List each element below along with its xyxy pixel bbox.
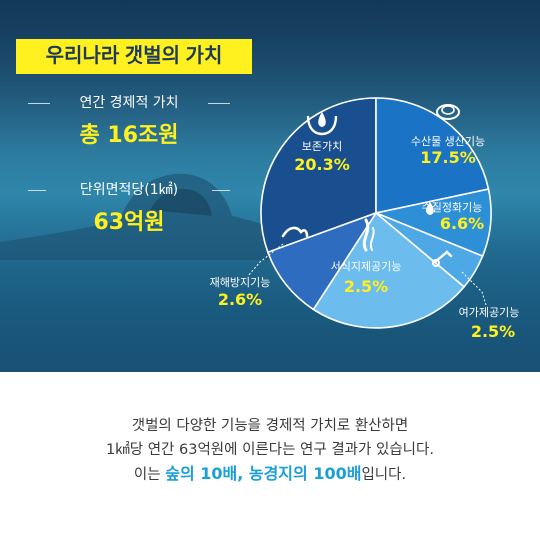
pie-slice (260, 97, 377, 254)
divider (212, 190, 230, 191)
page-title: 우리나라 갯벌의 가치 (45, 45, 223, 67)
leader-line (247, 243, 284, 277)
pie-slice (312, 211, 466, 329)
pie-slice (266, 211, 378, 311)
caption: 갯벌의 다양한 기능을 경제적 가치로 환산하면 1㎢당 연간 63억원에 이른… (0, 414, 540, 486)
seaweed-icon (362, 218, 375, 252)
pie-slice (375, 97, 490, 214)
leader-line (461, 271, 487, 306)
tidal-flat-background: 우리나라 갯벌의 가치 연간 경제적 가치 총 16조원 단위면적당(1㎢) 6… (0, 0, 540, 372)
slice-value: 2.5% (471, 322, 515, 341)
slice-label: 보존가치 (302, 140, 342, 153)
caption-highlight: 숲의 10배, 농경지의 100배 (165, 464, 362, 483)
divider (28, 190, 46, 191)
water-drop-icon (426, 202, 434, 215)
caption-line-1: 갯벌의 다양한 기능을 경제적 가치로 환산하면 (131, 418, 409, 434)
title-banner: 우리나라 갯벌의 가치 (16, 39, 252, 74)
slice-label: 서식지제공기능 (331, 260, 402, 273)
caption-line-3-post: 입니다. (361, 467, 407, 483)
divider (28, 103, 50, 104)
caption-line-3: 이는 숲의 10배, 농경지의 100배입니다. (0, 462, 540, 486)
slice-value: 6.6% (440, 214, 484, 233)
slice-label: 여가제공기능 (459, 306, 520, 319)
stat-annual-label: 연간 경제적 가치 (79, 95, 179, 111)
wave-icon (281, 226, 309, 238)
stat-unit-area-label: 단위면적당(1㎢) (79, 182, 179, 198)
slice-label: 재해방지기능 (210, 275, 271, 289)
stat-unit-area-value: 63억원 (93, 210, 165, 235)
water-hands-icon (306, 112, 338, 136)
stat-annual-value: 총 16조원 (79, 123, 179, 148)
caption-line-3-pre: 이는 (133, 467, 166, 483)
shell-icon (436, 104, 460, 120)
slice-value: 2.6% (218, 290, 262, 309)
slice-label: 수산물 생산기능 (411, 135, 485, 148)
slice-value: 17.5% (420, 148, 476, 167)
slice-label: 수질정화기능 (422, 201, 483, 214)
snorkel-icon (432, 250, 453, 267)
island-silhouette (0, 173, 290, 260)
divider (208, 103, 230, 104)
slice-value: 2.5% (344, 277, 388, 296)
caption-line-2: 1㎢당 연간 63억원에 이른다는 연구 결과가 있습니다. (106, 442, 434, 458)
slice-value: 20.3% (294, 155, 350, 174)
